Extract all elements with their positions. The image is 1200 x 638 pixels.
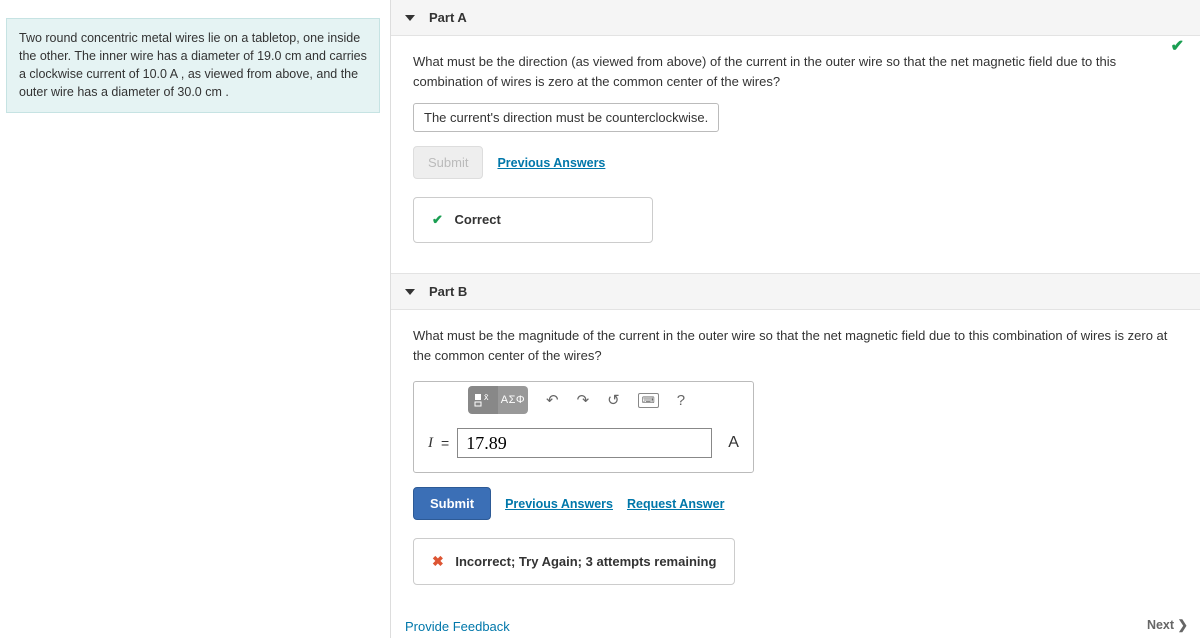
part-b-title: Part B (429, 284, 467, 299)
answer-input-frame: x̄ ΑΣΦ ↶ ↷ ↺ ⌨ ? I = A (413, 381, 754, 473)
next-button[interactable]: Next ❯ (1141, 613, 1194, 636)
submit-button-a: Submit (413, 146, 483, 179)
equals-sign: = (441, 435, 449, 451)
submit-button-b[interactable]: Submit (413, 487, 491, 520)
main-content: Part A ✔ What must be the direction (as … (390, 0, 1200, 638)
correct-text: Correct (455, 212, 501, 227)
part-b-question: What must be the magnitude of the curren… (413, 326, 1178, 365)
part-a-header[interactable]: Part A (391, 0, 1200, 36)
variable-label: I (428, 435, 433, 452)
check-icon: ✔ (432, 212, 443, 227)
previous-answers-link-a[interactable]: Previous Answers (497, 156, 605, 170)
answer-input[interactable] (457, 428, 712, 458)
chevron-down-icon (405, 15, 415, 21)
part-a-answer: The current's direction must be counterc… (413, 103, 719, 132)
correct-feedback-box: ✔ Correct (413, 197, 653, 243)
part-a-question: What must be the direction (as viewed fr… (413, 52, 1178, 91)
part-a-title: Part A (429, 10, 467, 25)
part-b-body: What must be the magnitude of the curren… (391, 310, 1200, 595)
redo-icon[interactable]: ↷ (577, 391, 590, 409)
svg-text:x̄: x̄ (484, 393, 489, 402)
x-icon: ✖ (432, 553, 444, 569)
keyboard-icon[interactable]: ⌨ (638, 393, 659, 408)
reset-icon[interactable]: ↺ (607, 391, 620, 409)
previous-answers-link-b[interactable]: Previous Answers (505, 497, 613, 511)
provide-feedback-link[interactable]: Provide Feedback (405, 619, 1200, 634)
chevron-down-icon (405, 289, 415, 295)
input-toolbar: x̄ ΑΣΦ ↶ ↷ ↺ ⌨ ? (414, 382, 753, 418)
part-b-header[interactable]: Part B (391, 273, 1200, 310)
undo-icon[interactable]: ↶ (546, 391, 559, 409)
check-icon: ✔ (1171, 36, 1184, 56)
part-a-body: What must be the direction (as viewed fr… (391, 36, 1200, 253)
incorrect-feedback-box: ✖ Incorrect; Try Again; 3 attempts remai… (413, 538, 735, 585)
template-tool-button[interactable]: x̄ (468, 386, 498, 414)
greek-tool-button[interactable]: ΑΣΦ (498, 386, 528, 414)
request-answer-link[interactable]: Request Answer (627, 497, 724, 511)
help-icon[interactable]: ? (677, 392, 685, 409)
unit-label: A (728, 434, 739, 452)
incorrect-text: Incorrect; Try Again; 3 attempts remaini… (455, 554, 716, 569)
problem-statement: Two round concentric metal wires lie on … (6, 18, 380, 113)
